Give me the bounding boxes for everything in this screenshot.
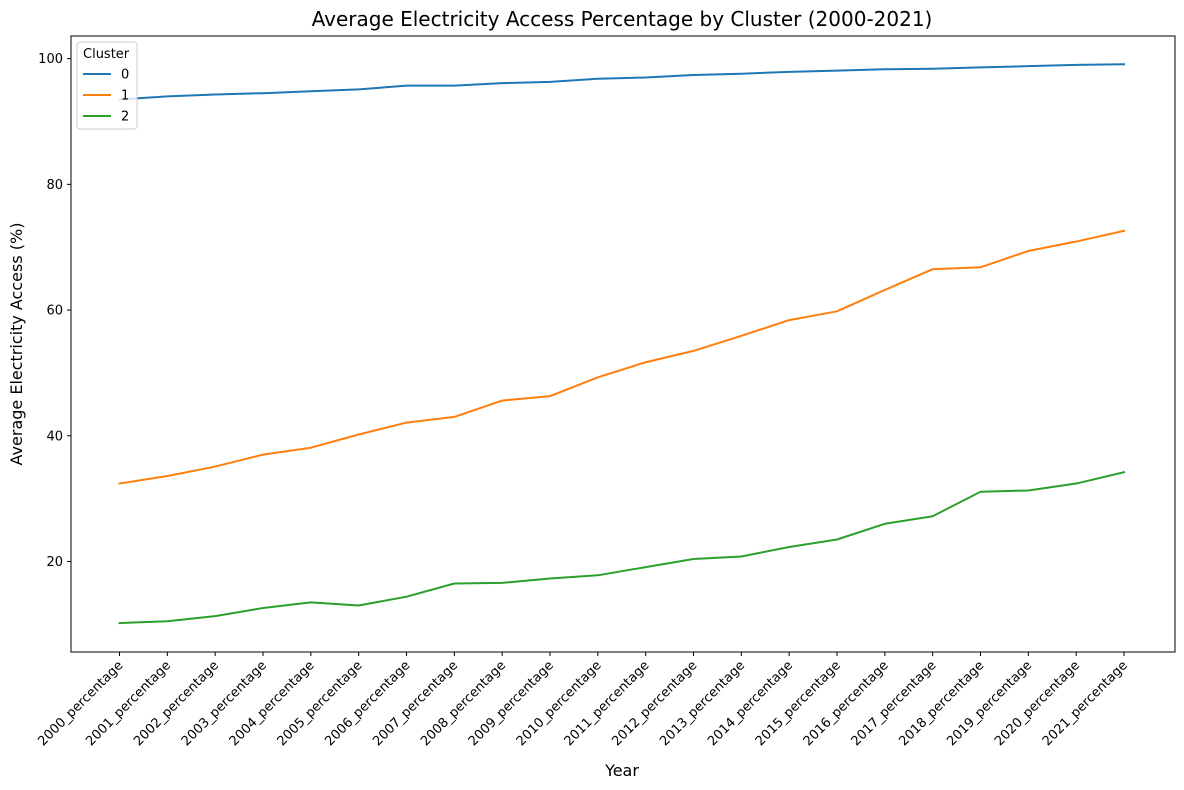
x-tick-label: 2018_percentage [896,658,987,749]
x-tick-label: 2019_percentage [944,658,1035,749]
x-tick-label: 2001_percentage [83,658,174,749]
legend-label-cluster-1: 1 [121,89,129,104]
series-line-cluster-2 [118,471,1126,625]
y-tick-label: 60 [46,304,63,319]
x-axis-title: Year [604,761,639,780]
x-tick-label: 2004_percentage [227,658,318,749]
y-tick-label: 20 [46,555,63,570]
plot-area-frame [70,35,1176,653]
x-tick-label: 2002_percentage [131,658,222,749]
y-tick-label: 100 [38,52,63,67]
x-tick-label: 2014_percentage [705,658,796,749]
x-tick-label: 2006_percentage [322,658,413,749]
x-tick-label: 2011_percentage [562,658,653,749]
x-tick-label: 2009_percentage [466,658,557,749]
series-line-cluster-0 [118,63,1126,101]
x-tick-label: 2016_percentage [801,658,892,749]
legend-label-cluster-0: 0 [121,68,129,83]
legend: Cluster 0 1 2 [76,41,138,130]
x-tick-label: 2020_percentage [992,658,1083,749]
x-tick-label: 2007_percentage [370,658,461,749]
y-tick-label: 40 [46,429,63,444]
legend-box [76,41,138,130]
x-tick-label: 2013_percentage [657,658,748,749]
x-tick-label: 2005_percentage [275,658,366,749]
x-tick-label: 2008_percentage [418,658,509,749]
legend-label-cluster-2: 2 [121,110,129,125]
x-tick-label: 2015_percentage [753,658,844,749]
series-line-cluster-1 [118,229,1126,485]
x-tick-label: 2010_percentage [514,658,605,749]
x-tick-label: 2003_percentage [179,658,270,749]
legend-title: Cluster [83,47,130,62]
x-tick-label: 2000_percentage [35,658,126,749]
x-tick-label: 2017_percentage [849,658,940,749]
x-tick-label: 2021_percentage [1040,658,1131,749]
y-tick-label: 80 [46,178,63,193]
y-axis-title: Average Electricity Access (%) [7,223,26,466]
chart-title: Average Electricity Access Percentage by… [312,7,933,31]
x-tick-label: 2012_percentage [609,658,700,749]
